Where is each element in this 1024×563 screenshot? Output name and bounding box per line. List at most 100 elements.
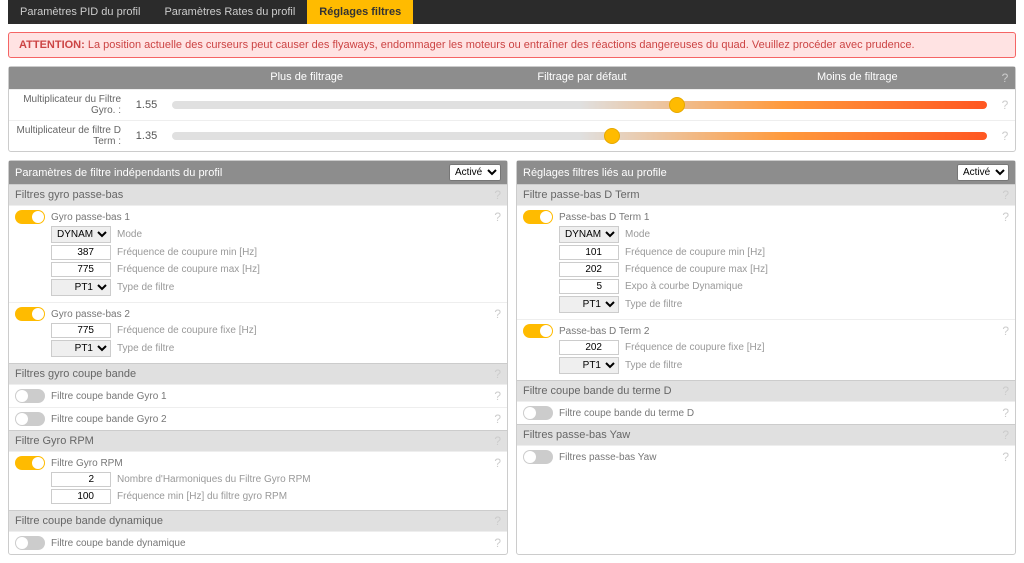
param-label: Expo à courbe Dynamique <box>625 281 743 292</box>
panel-title: Paramètres de filtre indépendants du pro… <box>15 167 222 179</box>
param-label: Type de filtre <box>625 360 682 371</box>
param-label: Type de filtre <box>625 299 682 310</box>
param-label: Fréquence de coupure max [Hz] <box>625 264 768 275</box>
toggle-dyn[interactable] <box>15 536 45 550</box>
min-input[interactable] <box>559 245 619 260</box>
param-label: Mode <box>117 229 142 240</box>
right-panel: Réglages filtres liés au profile Activé … <box>516 160 1016 555</box>
slider-value: 1.35 <box>129 130 164 142</box>
active-select[interactable]: Activé <box>957 164 1009 181</box>
help-icon[interactable]: ? <box>494 389 501 403</box>
help-icon[interactable]: ? <box>1002 428 1009 442</box>
help-icon[interactable]: ? <box>494 307 501 321</box>
subheader: Filtre coupe bande du terme D ? <box>517 380 1015 401</box>
toggle-gyro1[interactable] <box>15 210 45 224</box>
help-icon[interactable]: ? <box>1002 324 1009 338</box>
type-select[interactable]: PT1 <box>559 357 619 374</box>
mode-select[interactable]: DYNAMIQ <box>559 226 619 243</box>
active-select[interactable]: Activé <box>449 164 501 181</box>
help-icon[interactable]: ? <box>1002 384 1009 398</box>
slider-thumb[interactable] <box>604 128 620 144</box>
subheader-title: Filtre Gyro RPM <box>15 435 94 447</box>
panel-header: Réglages filtres liés au profile Activé <box>517 161 1015 184</box>
mode-select[interactable]: DYNAMIQ <box>51 226 111 243</box>
help-icon[interactable]: ? <box>494 367 501 381</box>
harm-input[interactable] <box>51 472 111 487</box>
toggle-notch1[interactable] <box>15 389 45 403</box>
subheader: Filtres gyro coupe bande ? <box>9 363 507 384</box>
help-icon[interactable]: ? <box>494 434 501 448</box>
panel-title: Réglages filtres liés au profile <box>523 167 667 179</box>
expo-input[interactable] <box>559 279 619 294</box>
param-label: Mode <box>625 229 650 240</box>
param-label: Fréquence min [Hz] du filtre gyro RPM <box>117 491 287 502</box>
max-input[interactable] <box>559 262 619 277</box>
help-icon[interactable]: ? <box>494 412 501 426</box>
slider-track[interactable] <box>172 101 987 109</box>
tab-filters[interactable]: Réglages filtres <box>307 0 413 24</box>
help-icon[interactable]: ? <box>1002 129 1009 143</box>
help-icon[interactable]: ? <box>494 514 501 528</box>
help-icon[interactable]: ? <box>1002 406 1009 420</box>
subheader: Filtre coupe bande dynamique ? <box>9 510 507 531</box>
help-icon[interactable]: ? <box>1002 188 1009 202</box>
warning-text: La position actuelle des curseurs peut c… <box>88 39 915 51</box>
slider-thumb[interactable] <box>669 97 685 113</box>
help-icon[interactable]: ? <box>1002 71 1009 85</box>
filter-title: Filtre coupe bande du terme D <box>559 408 996 419</box>
panel-header: Paramètres de filtre indépendants du pro… <box>9 161 507 184</box>
toggle-rpm[interactable] <box>15 456 45 470</box>
slider-row-gyro: Multiplicateur du Filtre Gyro. : 1.55 ? <box>9 89 1015 120</box>
param-label: Type de filtre <box>117 282 174 293</box>
filter-title: Filtre coupe bande Gyro 2 <box>51 414 488 425</box>
min-input[interactable] <box>51 245 111 260</box>
filter-title: Filtre Gyro RPM <box>51 458 488 469</box>
filter-title: Filtre coupe bande dynamique <box>51 538 488 549</box>
param-label: Type de filtre <box>117 343 174 354</box>
param-label: Nombre d'Harmoniques du Filtre Gyro RPM <box>117 474 311 485</box>
help-icon[interactable]: ? <box>1002 450 1009 464</box>
param-label: Fréquence de coupure min [Hz] <box>625 247 765 258</box>
param-label: Fréquence de coupure max [Hz] <box>117 264 260 275</box>
slider-header: Plus de filtrage Filtrage par défaut Moi… <box>9 67 1015 89</box>
slider-value: 1.55 <box>129 99 164 111</box>
tabs: Paramètres PID du profil Paramètres Rate… <box>8 0 1016 24</box>
help-icon[interactable]: ? <box>494 456 501 470</box>
toggle-yaw[interactable] <box>523 450 553 464</box>
type-select[interactable]: PT1 <box>51 340 111 357</box>
help-icon[interactable]: ? <box>494 536 501 550</box>
toggle-notch-d[interactable] <box>523 406 553 420</box>
type-select[interactable]: PT1 <box>51 279 111 296</box>
slider-col-less: Moins de filtrage <box>720 67 995 89</box>
tab-pid[interactable]: Paramètres PID du profil <box>8 0 152 24</box>
help-icon[interactable]: ? <box>494 210 501 224</box>
filter-title: Filtres passe-bas Yaw <box>559 452 996 463</box>
help-icon[interactable]: ? <box>494 188 501 202</box>
freq-input[interactable] <box>51 489 111 504</box>
tab-rates[interactable]: Paramètres Rates du profil <box>152 0 307 24</box>
warning-banner: ATTENTION: La position actuelle des curs… <box>8 32 1016 58</box>
help-icon[interactable]: ? <box>1002 98 1009 112</box>
toggle-d1[interactable] <box>523 210 553 224</box>
filter-title: Gyro passe-bas 2 <box>51 309 488 320</box>
filter-title: Passe-bas D Term 2 <box>559 326 996 337</box>
left-panel: Paramètres de filtre indépendants du pro… <box>8 160 508 555</box>
slider-track[interactable] <box>172 132 987 140</box>
filter-title: Filtre coupe bande Gyro 1 <box>51 391 488 402</box>
toggle-d2[interactable] <box>523 324 553 338</box>
freq-input[interactable] <box>51 323 111 338</box>
slider-col-more: Plus de filtrage <box>169 67 444 89</box>
subheader-title: Filtre coupe bande du terme D <box>523 385 672 397</box>
subheader-title: Filtres gyro passe-bas <box>15 189 123 201</box>
subheader-title: Filtres passe-bas Yaw <box>523 429 630 441</box>
param-label: Fréquence de coupure fixe [Hz] <box>625 342 765 353</box>
max-input[interactable] <box>51 262 111 277</box>
toggle-notch2[interactable] <box>15 412 45 426</box>
type-select[interactable]: PT1 <box>559 296 619 313</box>
slider-label: Multiplicateur du Filtre Gyro. : <box>9 94 129 116</box>
toggle-gyro2[interactable] <box>15 307 45 321</box>
freq-input[interactable] <box>559 340 619 355</box>
slider-col-default: Filtrage par défaut <box>444 67 719 89</box>
help-icon[interactable]: ? <box>1002 210 1009 224</box>
param-label: Fréquence de coupure min [Hz] <box>117 247 257 258</box>
